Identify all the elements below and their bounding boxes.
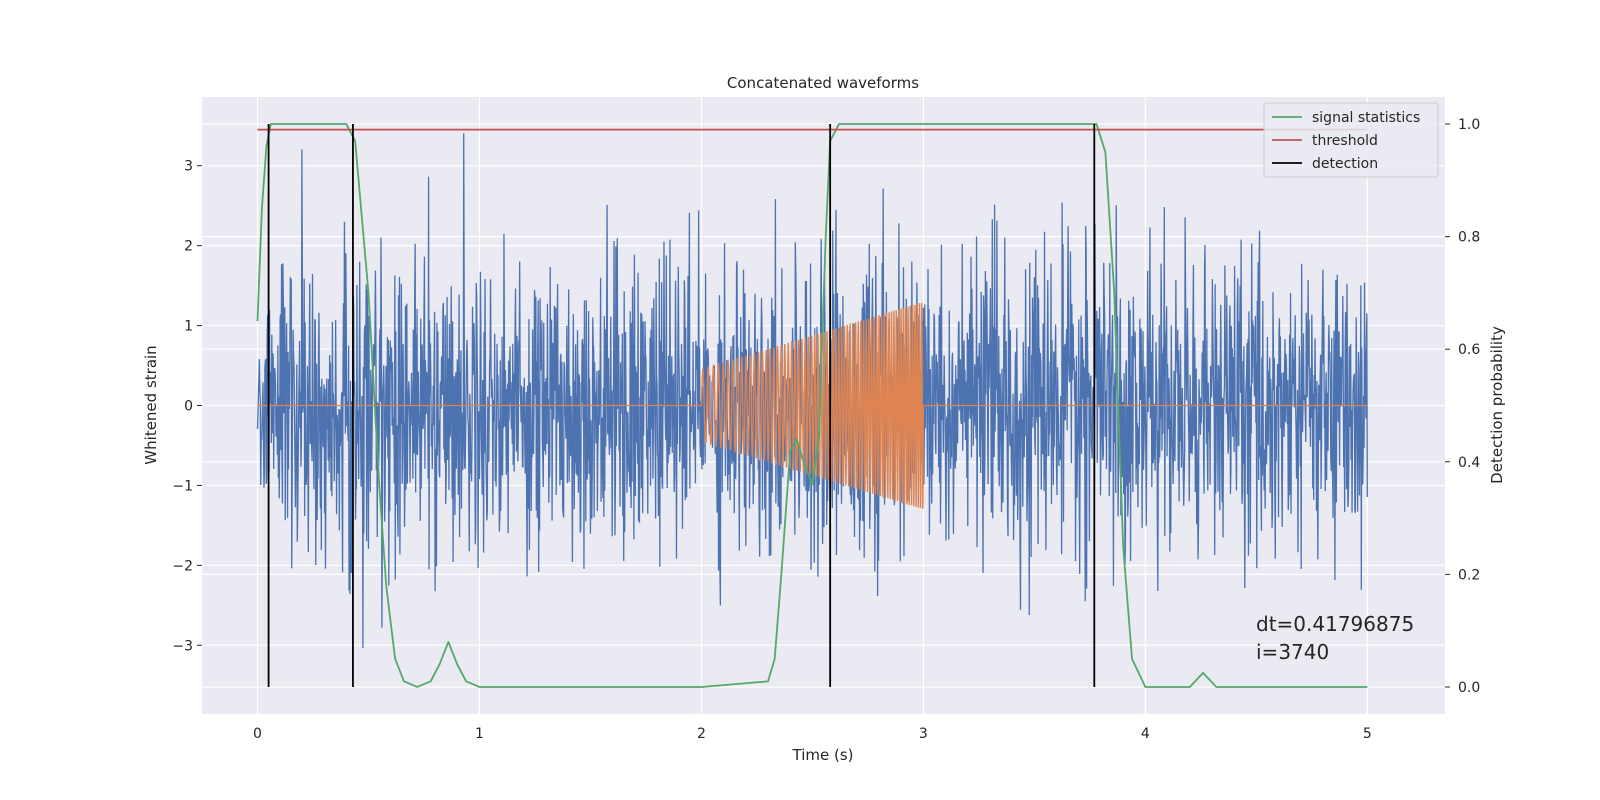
y-axis-right: 0.0 0.2 0.4 0.6 0.8 1.0 <box>1445 117 1480 696</box>
x-tick-label: 1 <box>475 726 484 742</box>
x-tick-label: 5 <box>1363 726 1372 742</box>
legend-label: threshold <box>1312 133 1378 149</box>
y-tick-label-left: −2 <box>172 558 193 574</box>
legend: signal statistics threshold detection <box>1263 102 1439 178</box>
x-tick-label: 0 <box>253 726 262 742</box>
y-tick-label-right: 0.0 <box>1458 680 1480 696</box>
annotation-line: dt=0.41796875 <box>1256 612 1414 636</box>
y-tick-label-right: 0.2 <box>1458 567 1480 583</box>
chart-title: Concatenated waveforms <box>727 74 919 92</box>
y-tick-label-right: 0.8 <box>1458 230 1480 246</box>
y-tick-label-left: 0 <box>184 399 193 415</box>
y-tick-label-left: 3 <box>184 159 193 175</box>
x-tick-label: 4 <box>1141 726 1150 742</box>
y-tick-label-right: 0.6 <box>1458 342 1480 358</box>
y-tick-label-right: 1.0 <box>1458 117 1480 133</box>
y-axis-left: −3 −2 −1 0 1 2 3 <box>172 159 202 654</box>
y-tick-label-left: −1 <box>172 478 193 494</box>
x-tick-label: 3 <box>919 726 928 742</box>
legend-label: detection <box>1312 156 1378 172</box>
y-tick-label-left: 1 <box>184 319 193 335</box>
annotation-line: i=3740 <box>1256 640 1329 664</box>
series-group <box>256 123 1368 688</box>
chirp-series <box>257 302 1368 509</box>
x-tick-label: 2 <box>697 726 706 742</box>
y-axis-label-right: Detection probability <box>1488 326 1506 484</box>
y-axis-label-left: Whitened strain <box>142 345 160 464</box>
series-layer <box>256 123 1368 688</box>
legend-box <box>1263 102 1439 178</box>
annotation: dt=0.41796875 i=3740 <box>1256 612 1414 664</box>
y-tick-label-left: −3 <box>172 638 193 654</box>
signal-statistics-line <box>256 123 1368 688</box>
x-axis: 0 1 2 3 4 5 <box>253 726 1372 742</box>
x-axis-label: Time (s) <box>792 746 854 764</box>
y-tick-label-left: 2 <box>184 239 193 255</box>
legend-label: signal statistics <box>1312 110 1420 126</box>
y-tick-label-right: 0.4 <box>1458 455 1480 471</box>
